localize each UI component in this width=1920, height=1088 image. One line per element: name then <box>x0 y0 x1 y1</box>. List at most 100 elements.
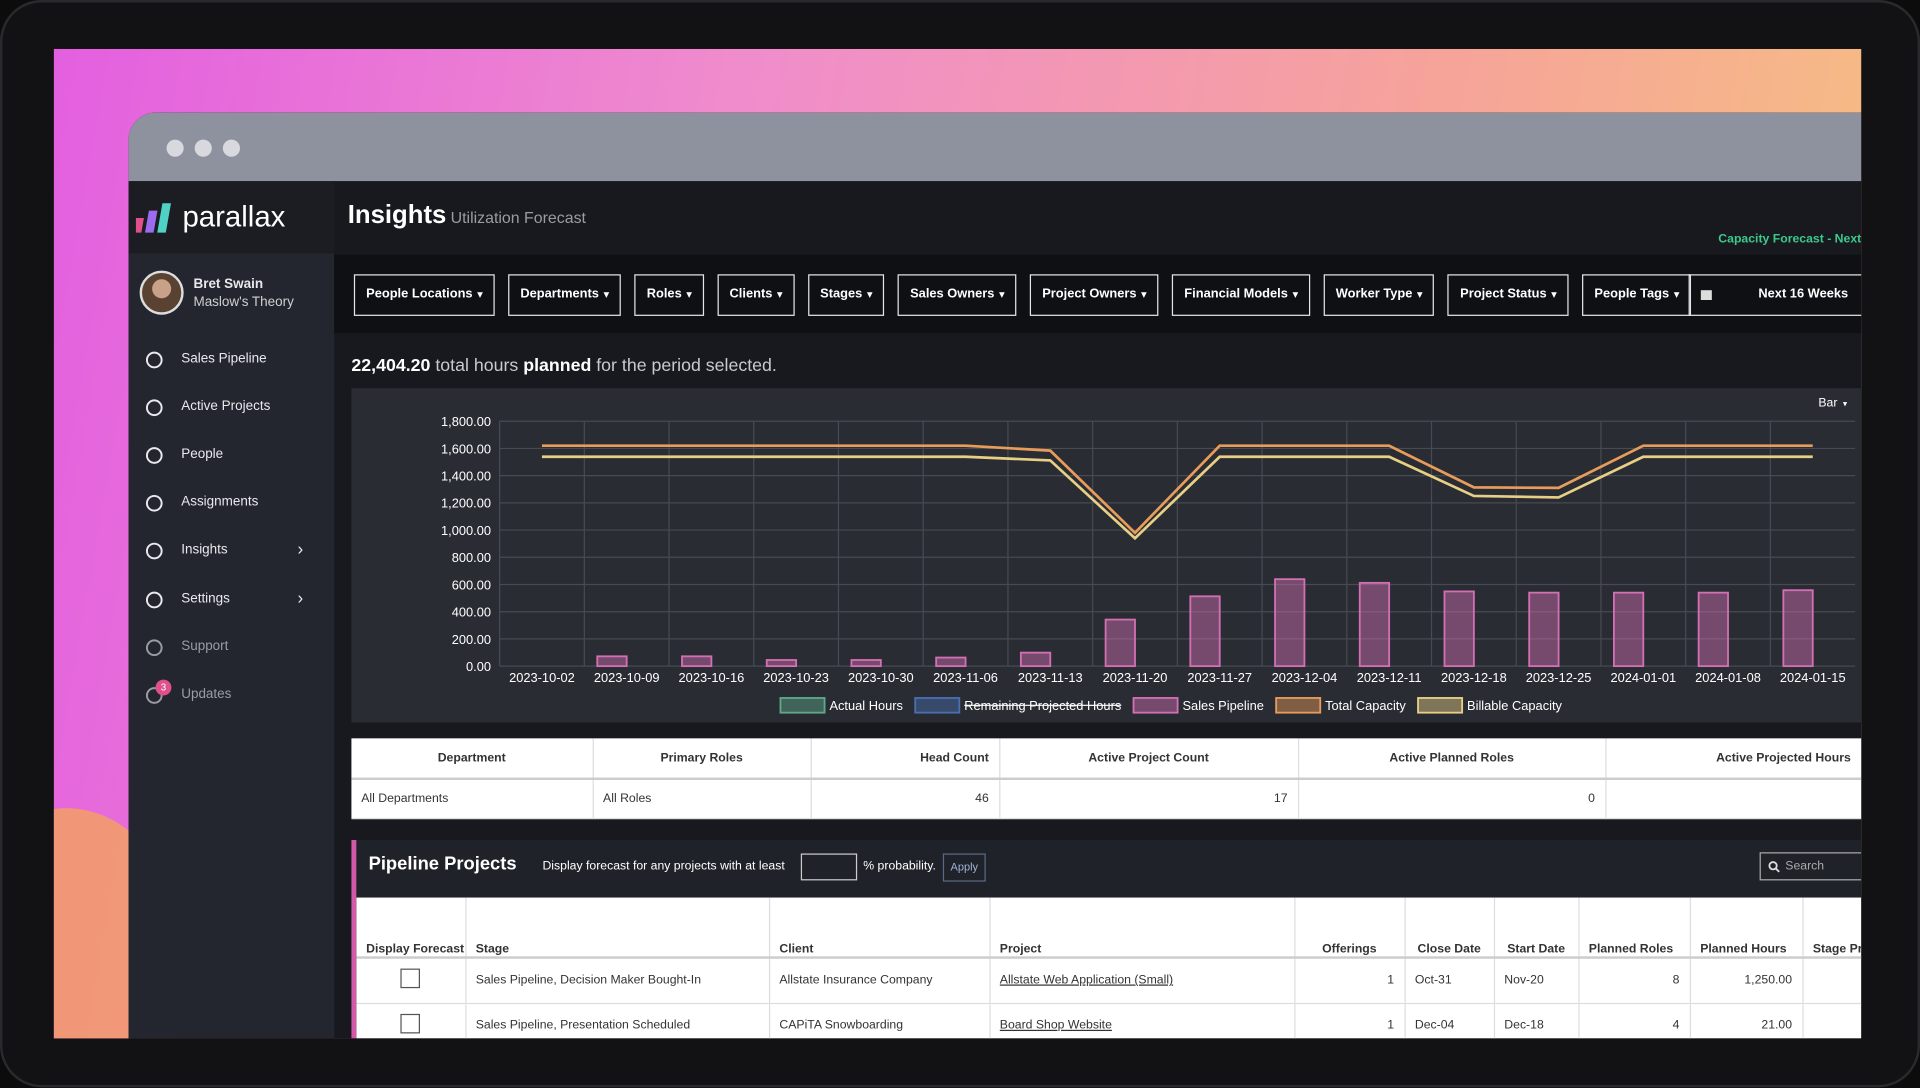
caret: ▾ <box>1674 288 1680 301</box>
table-cell: 1,250.00 <box>1689 957 1804 1003</box>
table-cell: Dec-04 <box>1404 1002 1495 1039</box>
app-window: parallax Bret Swain Maslow's Theory Sale… <box>128 112 1862 1039</box>
title-bar <box>128 112 1862 182</box>
filter-label: Roles <box>646 286 682 302</box>
column-header: Head Count <box>810 738 1000 779</box>
window-button[interactable] <box>166 139 184 157</box>
summary: 22,404.20 total hours planned for the pe… <box>351 356 776 376</box>
nav-icon <box>145 638 163 656</box>
filter-dropdown[interactable]: Project Owners ▾ <box>1029 274 1159 316</box>
caret: ▾ <box>1417 288 1423 301</box>
nav-label: Settings <box>181 590 230 606</box>
nav-item[interactable]: Settings › <box>129 583 335 615</box>
y-tick-label: 0.00 <box>466 659 491 674</box>
avatar[interactable] <box>139 270 184 315</box>
filter-dropdown[interactable]: Departments ▾ <box>508 274 622 316</box>
legend-item[interactable]: Total Capacity <box>1275 697 1406 714</box>
table-cell: 8 <box>1578 957 1691 1003</box>
nav-label: Insights <box>181 542 228 558</box>
filter-dropdown[interactable]: Worker Type ▾ <box>1323 274 1435 316</box>
icon-shape <box>145 399 163 417</box>
table-cell: Dec-18 <box>1493 1002 1579 1039</box>
y-tick-label: 800.00 <box>452 550 491 565</box>
y-tick-label: 1,800.00 <box>441 414 491 429</box>
table-cell: 4 <box>1578 1002 1691 1039</box>
column-header: Close Date <box>1404 897 1495 958</box>
nav-item[interactable]: Sales Pipeline <box>129 344 335 376</box>
table-cell: 21.00 <box>1689 1002 1804 1039</box>
search-box[interactable]: Search <box>1759 852 1862 881</box>
table-cell: 1 <box>1294 1002 1406 1039</box>
table-cell: 1 <box>1294 957 1406 1003</box>
nav-label: Updates <box>181 686 232 702</box>
column-header: Primary Roles <box>592 738 812 779</box>
x-tick-label: 2024-01-01 <box>1610 670 1676 685</box>
nav-icon <box>145 447 163 465</box>
header-row: Display Forecast Stage Client Project Offeri… <box>356 897 1862 958</box>
apply-button[interactable]: Apply <box>942 853 986 882</box>
table-cell[interactable]: Board Shop Website <box>989 1002 1295 1039</box>
checkbox-cell <box>356 1002 466 1039</box>
filter-label: Worker Type <box>1335 286 1413 302</box>
legend-label: Total Capacity <box>1325 698 1406 713</box>
filter-dropdown[interactable]: People Locations ▾ <box>353 274 495 316</box>
nav-item[interactable]: Assignments <box>129 488 335 520</box>
forecast-link[interactable]: Capacity Forecast - Next <box>1718 232 1862 247</box>
checkbox-cell <box>356 957 466 1003</box>
nav-item[interactable]: People <box>129 440 335 472</box>
legend-label: Sales Pipeline <box>1182 698 1263 713</box>
x-tick-label: 2023-10-02 <box>509 670 575 685</box>
filter-label: Stages <box>820 286 863 302</box>
table-row: Sales Pipeline, Decision Maker Bought-In… <box>356 957 1862 1003</box>
nav-item[interactable]: Updates 3 <box>129 679 335 711</box>
filter-dropdown[interactable]: Clients ▾ <box>717 274 795 316</box>
caret: ▾ <box>1551 288 1557 301</box>
table-cell[interactable]: Allstate Web Application (Small) <box>989 957 1295 1003</box>
filters: People Locations ▾ Departments ▾ Roles ▾ Clien… <box>353 274 1692 316</box>
date-range[interactable]: Next 16 Weeks <box>1688 274 1862 316</box>
filter-dropdown[interactable]: Financial Models ▾ <box>1172 274 1310 316</box>
nav-icon <box>145 495 163 512</box>
nav-item[interactable]: Insights › <box>129 536 335 568</box>
legend-item[interactable]: Remaining Projected Hours <box>914 697 1121 714</box>
line <box>541 455 1813 541</box>
checkbox[interactable] <box>400 1013 421 1034</box>
column-header: Client <box>768 897 991 958</box>
icon-shape <box>145 495 163 512</box>
nav-label: People <box>181 447 224 462</box>
caret: ▾ <box>1141 288 1147 301</box>
filter-dropdown[interactable]: Sales Owners ▾ <box>897 274 1017 316</box>
legend-item[interactable]: Billable Capacity <box>1417 697 1563 714</box>
nav-label: Sales Pipeline <box>181 351 267 367</box>
filter-dropdown[interactable]: Stages ▾ <box>807 274 885 316</box>
x-tick-label: 2023-10-23 <box>763 670 829 685</box>
column-header: Stage <box>465 897 770 958</box>
bar <box>1528 591 1560 668</box>
legend-swatch <box>1132 697 1179 714</box>
nav-item[interactable]: Active Projects <box>129 392 335 424</box>
caret: ▾ <box>1292 288 1298 301</box>
nav-label: Assignments <box>181 495 259 510</box>
icon-shape <box>145 351 163 369</box>
window-button[interactable] <box>222 139 241 157</box>
filter-dropdown[interactable]: People Tags ▾ <box>1582 274 1692 316</box>
filter-dropdown[interactable]: Project Status ▾ <box>1447 274 1569 316</box>
checkbox[interactable] <box>400 968 421 989</box>
filter-bar <box>334 254 1862 334</box>
legend-item[interactable]: Sales Pipeline <box>1132 697 1264 714</box>
summary-text: planned <box>523 356 592 376</box>
window-button[interactable] <box>194 139 212 157</box>
chart-mode[interactable]: Bar <box>1818 396 1837 410</box>
column-header: Planned Roles <box>1578 897 1691 958</box>
x-tick-label: 2023-11-06 <box>933 670 998 685</box>
legend-item[interactable]: Actual Hours <box>779 697 903 714</box>
column-header: Start Date <box>1493 897 1579 958</box>
nav-item[interactable]: Support <box>129 631 335 663</box>
calendar-icon <box>1700 290 1712 301</box>
pipeline-panel: Pipeline Projects Display forecast for a… <box>351 840 1862 1039</box>
filter-dropdown[interactable]: Roles ▾ <box>634 274 704 316</box>
column-header: Active Projected Hours <box>1605 738 1862 779</box>
pipeline-filter-text: Display forecast for any projects with a… <box>542 859 785 874</box>
probability-input[interactable] <box>800 853 858 881</box>
bar <box>1443 590 1475 668</box>
